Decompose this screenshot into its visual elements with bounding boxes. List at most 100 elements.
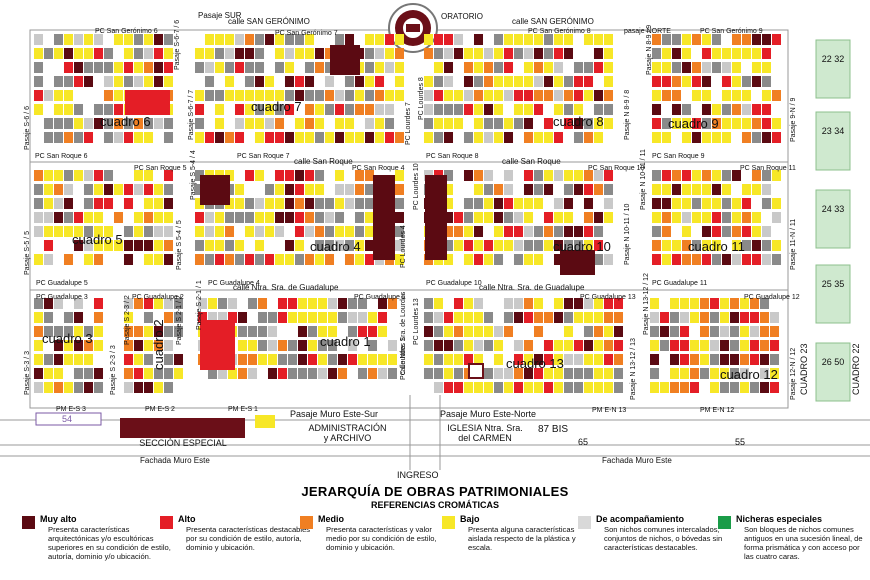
legend-swatch-nicheras (718, 516, 731, 529)
tomb (385, 118, 394, 129)
tomb (54, 368, 63, 379)
tomb (772, 212, 781, 223)
tomb (258, 312, 267, 323)
tomb (335, 132, 344, 143)
tomb (325, 240, 334, 251)
tomb (574, 76, 583, 87)
tomb (278, 298, 287, 309)
tomb (514, 212, 523, 223)
tomb (174, 368, 183, 379)
tomb (358, 368, 367, 379)
oratorio-label: ORATORIO (441, 12, 483, 21)
tomb (54, 118, 63, 129)
tomb (34, 212, 43, 223)
tomb (682, 226, 691, 237)
feature-tomb (373, 175, 395, 260)
tomb (710, 368, 719, 379)
tomb (255, 62, 264, 73)
tomb (772, 132, 781, 143)
tomb (752, 132, 761, 143)
tomb (64, 354, 73, 365)
tomb (564, 368, 573, 379)
tomb (752, 34, 761, 45)
tomb (720, 354, 729, 365)
tomb (94, 104, 103, 115)
tomb (564, 104, 573, 115)
tomb (215, 62, 224, 73)
tomb (365, 76, 374, 87)
tomb (484, 240, 493, 251)
tomb (34, 62, 43, 73)
tomb (720, 382, 729, 393)
tomb (514, 198, 523, 209)
tomb (365, 132, 374, 143)
tomb (454, 212, 463, 223)
tomb (702, 170, 711, 181)
tomb (474, 226, 483, 237)
tomb (295, 48, 304, 59)
tomb (534, 170, 543, 181)
tomb (74, 226, 83, 237)
legend-desc: Son nichos comunes intercalados, conjunt… (604, 525, 723, 553)
tomb (64, 326, 73, 337)
tomb (670, 354, 679, 365)
feature-tomb (200, 175, 230, 205)
tomb (248, 298, 257, 309)
tomb (574, 298, 583, 309)
tomb (534, 132, 543, 143)
nichera-block (815, 111, 851, 171)
tomb (64, 170, 73, 181)
label-pm-e-n-13: PM E-N 13 (592, 407, 627, 414)
tomb (298, 298, 307, 309)
label-pm-e-n-12: PM E-N 12 (700, 407, 735, 414)
tomb (680, 312, 689, 323)
tomb (762, 184, 771, 195)
tomb (652, 254, 661, 265)
tomb (564, 48, 573, 59)
tomb (218, 312, 227, 323)
tomb (245, 34, 254, 45)
tomb (604, 382, 613, 393)
tomb (554, 62, 563, 73)
tomb (772, 240, 781, 251)
tomb (594, 48, 603, 59)
tomb (134, 226, 143, 237)
tomb (554, 198, 563, 209)
tomb (375, 118, 384, 129)
tomb (484, 198, 493, 209)
tomb (554, 76, 563, 87)
tomb (444, 368, 453, 379)
tomb (514, 340, 523, 351)
tomb (712, 104, 721, 115)
tomb (484, 184, 493, 195)
tomb (305, 132, 314, 143)
tomb (524, 312, 533, 323)
tomb (335, 226, 344, 237)
tomb (682, 76, 691, 87)
tomb (594, 340, 603, 351)
legend-swatch-muy-alto (22, 516, 35, 529)
tomb (474, 184, 483, 195)
tomb (682, 198, 691, 209)
tomb (44, 170, 53, 181)
tomb (672, 104, 681, 115)
cuadro-1-label: cuadro 1 (320, 334, 371, 349)
tomb (474, 326, 483, 337)
tomb (464, 90, 473, 101)
label-pc-guadalupe-11: PC Guadalupe 11 (652, 280, 708, 287)
tomb (74, 326, 83, 337)
label-pc-guadalupe-3: PC Guadalupe 3 (36, 294, 88, 301)
tomb (742, 198, 751, 209)
tomb (355, 254, 364, 265)
tomb (54, 198, 63, 209)
tomb (772, 198, 781, 209)
tomb (544, 118, 553, 129)
tomb (424, 298, 433, 309)
tomb (692, 170, 701, 181)
tomb (335, 90, 344, 101)
tomb (124, 312, 133, 323)
tomb (444, 212, 453, 223)
tomb (54, 382, 63, 393)
tomb (124, 184, 133, 195)
tomb (434, 368, 443, 379)
